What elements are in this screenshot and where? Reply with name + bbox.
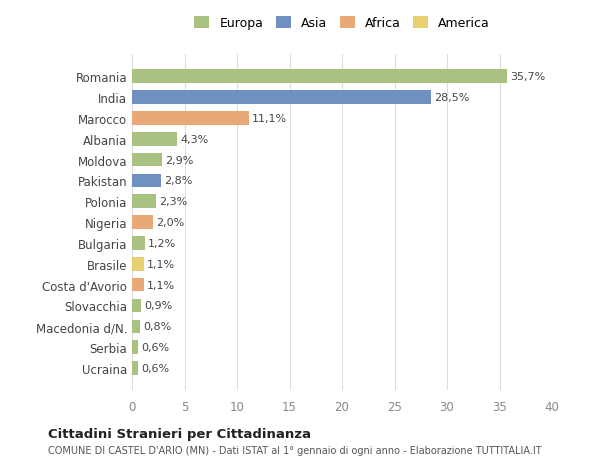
Text: 11,1%: 11,1% — [252, 114, 287, 123]
Text: 0,6%: 0,6% — [142, 342, 170, 353]
Bar — [132, 361, 139, 375]
Bar — [132, 153, 163, 167]
Bar — [132, 278, 143, 292]
Text: 2,0%: 2,0% — [156, 218, 184, 228]
Bar — [132, 195, 156, 208]
Text: 0,8%: 0,8% — [143, 322, 172, 331]
Text: 0,9%: 0,9% — [145, 301, 173, 311]
Bar — [132, 257, 143, 271]
Bar — [132, 133, 177, 146]
Text: 2,8%: 2,8% — [164, 176, 193, 186]
Text: 1,1%: 1,1% — [146, 280, 175, 290]
Text: 2,9%: 2,9% — [166, 155, 194, 165]
Bar — [132, 112, 248, 125]
Text: 0,6%: 0,6% — [142, 363, 170, 373]
Bar — [132, 216, 153, 230]
Text: Cittadini Stranieri per Cittadinanza: Cittadini Stranieri per Cittadinanza — [48, 427, 311, 440]
Bar — [132, 70, 507, 84]
Bar — [132, 91, 431, 105]
Text: COMUNE DI CASTEL D'ARIO (MN) - Dati ISTAT al 1° gennaio di ogni anno - Elaborazi: COMUNE DI CASTEL D'ARIO (MN) - Dati ISTA… — [48, 445, 542, 455]
Bar — [132, 320, 140, 333]
Text: 35,7%: 35,7% — [510, 72, 545, 82]
Text: 1,2%: 1,2% — [148, 238, 176, 248]
Text: 4,3%: 4,3% — [181, 134, 209, 145]
Bar — [132, 341, 139, 354]
Bar — [132, 299, 142, 313]
Text: 28,5%: 28,5% — [434, 93, 470, 103]
Legend: Europa, Asia, Africa, America: Europa, Asia, Africa, America — [190, 11, 494, 35]
Text: 2,3%: 2,3% — [160, 197, 188, 207]
Bar — [132, 237, 145, 250]
Text: 1,1%: 1,1% — [146, 259, 175, 269]
Bar — [132, 174, 161, 188]
